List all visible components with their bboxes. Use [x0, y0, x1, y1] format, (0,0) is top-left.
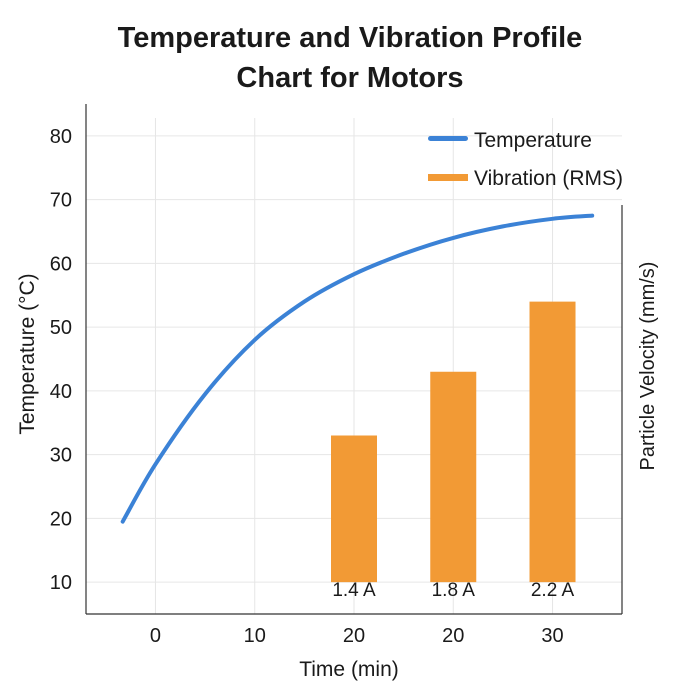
- y-tick-label-60: 60: [50, 253, 72, 275]
- x-tick-label-3: 20: [442, 625, 464, 647]
- bar-labels: 1.4 A 1.8 A 2.2 A: [332, 580, 574, 601]
- bar-series-vibration: [331, 301, 576, 583]
- legend-swatch-vibration: [428, 174, 468, 181]
- legend-swatch-temperature: [428, 136, 468, 141]
- vibration-bar-2: [529, 301, 576, 583]
- x-tick-label-0: 0: [150, 625, 161, 647]
- bar-label-0: 1.4 A: [332, 580, 376, 601]
- temperature-line: [120, 213, 595, 524]
- x-tick-label-1: 10: [244, 625, 266, 647]
- x-tick-label-2: 20: [343, 625, 365, 647]
- grid: [86, 118, 622, 614]
- y-tick-label-30: 30: [50, 445, 72, 467]
- legend: Temperature Vibration (RMS): [428, 129, 623, 190]
- chart-title-line-2: Chart for Motors: [236, 62, 464, 94]
- y-tick-label-40: 40: [50, 381, 72, 403]
- chart-title-line-1: Temperature and Vibration Profile: [117, 22, 583, 54]
- y-tick-label-50: 50: [50, 317, 72, 339]
- legend-label-temperature: Temperature: [474, 129, 592, 152]
- x-tick-labels: 0 10 20 20 30: [150, 625, 564, 647]
- x-tick-label-4: 30: [541, 625, 563, 647]
- y-tick-label-70: 70: [50, 190, 72, 212]
- y-tick-label-20: 20: [50, 508, 72, 530]
- x-axis-label: Time (min): [299, 658, 399, 681]
- vibration-bar-1: [430, 371, 477, 583]
- axes: [85, 104, 623, 615]
- bar-label-1: 1.8 A: [432, 580, 476, 601]
- legend-label-vibration: Vibration (RMS): [474, 167, 623, 190]
- chart-title: Temperature and Vibration Profile Chart …: [0, 18, 700, 98]
- vibration-bar-0: [331, 435, 377, 583]
- bar-label-2: 2.2 A: [531, 580, 575, 601]
- y-tick-label-10: 10: [50, 572, 72, 594]
- y-tick-labels: 10 20 30 40 50 60 70 80: [50, 126, 72, 594]
- y-tick-label-80: 80: [50, 126, 72, 148]
- y-axis-label: Temperature (°C): [16, 273, 39, 434]
- y2-axis-label: Particle Velocity (mm/s): [637, 262, 659, 471]
